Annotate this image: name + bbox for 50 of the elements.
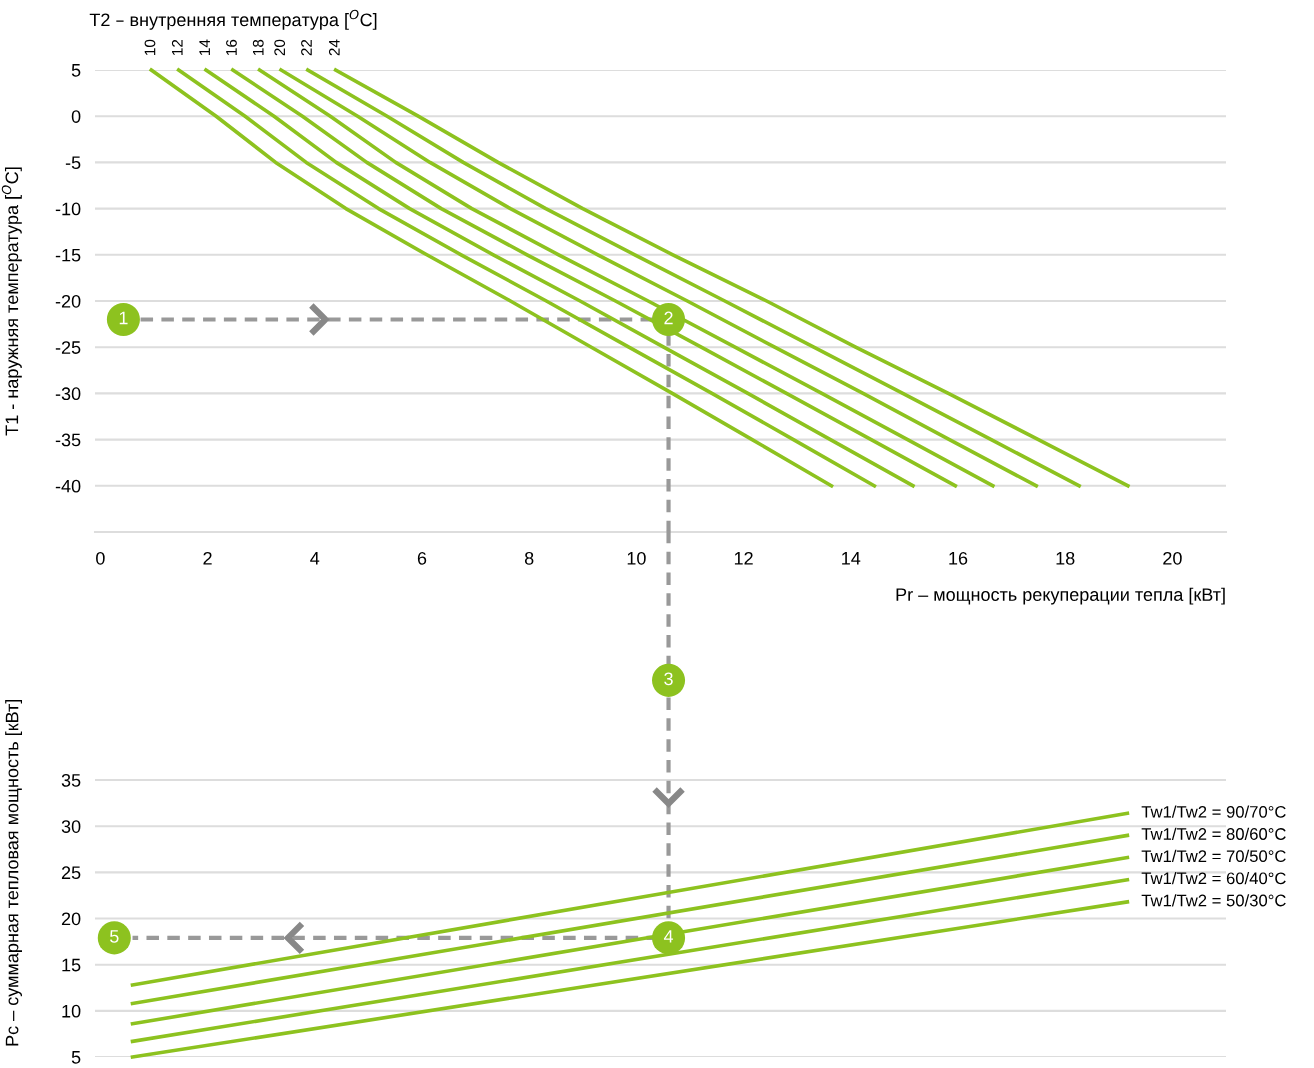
text: 24 bbox=[328, 39, 340, 56]
x-tick-label: 2 bbox=[203, 551, 212, 565]
y-tick-label: -5 bbox=[65, 156, 81, 170]
x-tick-label: 4 bbox=[310, 552, 320, 565]
text: 14 bbox=[199, 39, 210, 55]
y-tick-label: 0 bbox=[71, 110, 81, 123]
x-tick-label: 12 bbox=[734, 551, 753, 565]
x-tick-label: 0 bbox=[96, 551, 105, 565]
x-tick-label: 18 bbox=[1056, 551, 1075, 565]
x-tick-label: 6 bbox=[417, 551, 427, 565]
y-tick-label: -25 bbox=[55, 341, 81, 354]
series-label: Tw1/Tw2 = 60/40°C bbox=[1141, 871, 1286, 885]
text: 18 bbox=[252, 39, 264, 55]
x-axis-title: Pr – мощность рекуперации тепла [кВт] bbox=[896, 587, 1225, 605]
annotation: 2 bbox=[664, 311, 673, 325]
series-label: Tw1/Tw2 = 50/30°C bbox=[1141, 894, 1286, 907]
annotation: 5 bbox=[110, 930, 119, 943]
x-tick-label: 14 bbox=[842, 552, 861, 565]
series-label: Tw1/Tw2 = 90/70°C bbox=[1141, 805, 1286, 818]
y-tick-label: 10 bbox=[62, 1004, 81, 1018]
text: 20 bbox=[274, 39, 286, 56]
x-tick-label: 10 bbox=[627, 551, 646, 565]
series-label: Tw1/Tw2 = 80/60°C bbox=[1141, 827, 1286, 840]
y-tick-label: -20 bbox=[55, 294, 81, 308]
annotation: 3 bbox=[664, 672, 673, 686]
y-tick-label: 35 bbox=[61, 773, 81, 787]
chart-title: T2 – внутренняя температура [$^{O}$C] bbox=[89, 9, 377, 30]
y-tick-label: 20 bbox=[61, 912, 81, 926]
y-axis-title: T1 - наружняя температура [$^{O}$C] bbox=[1, 167, 22, 436]
y-tick-label: 15 bbox=[62, 958, 81, 972]
series-label: Tw1/Tw2 = 70/50°C bbox=[1141, 849, 1286, 863]
text: 10 bbox=[144, 39, 156, 55]
x-tick-label: 8 bbox=[524, 551, 534, 565]
y-tick-label: 30 bbox=[61, 820, 81, 833]
y-tick-label: -40 bbox=[55, 479, 81, 493]
y-tick-label: 5 bbox=[71, 1051, 81, 1064]
annotation: 4 bbox=[663, 930, 674, 943]
y-axis-title: Pc – суммарная тепловая мощность [кВт] bbox=[5, 699, 22, 1046]
text: 16 bbox=[226, 39, 237, 55]
y-tick-label: 25 bbox=[61, 866, 81, 880]
y-tick-label: -10 bbox=[55, 202, 81, 216]
y-tick-label: -30 bbox=[55, 387, 81, 401]
y-tick-label: 5 bbox=[71, 64, 81, 77]
text: 12 bbox=[171, 39, 183, 55]
x-tick-label: 16 bbox=[949, 551, 968, 565]
annotation: 1 bbox=[119, 311, 128, 325]
text: 22 bbox=[301, 39, 312, 56]
y-tick-label: -15 bbox=[55, 248, 81, 262]
x-tick-label: 20 bbox=[1163, 551, 1182, 565]
y-tick-label: -35 bbox=[55, 433, 81, 447]
